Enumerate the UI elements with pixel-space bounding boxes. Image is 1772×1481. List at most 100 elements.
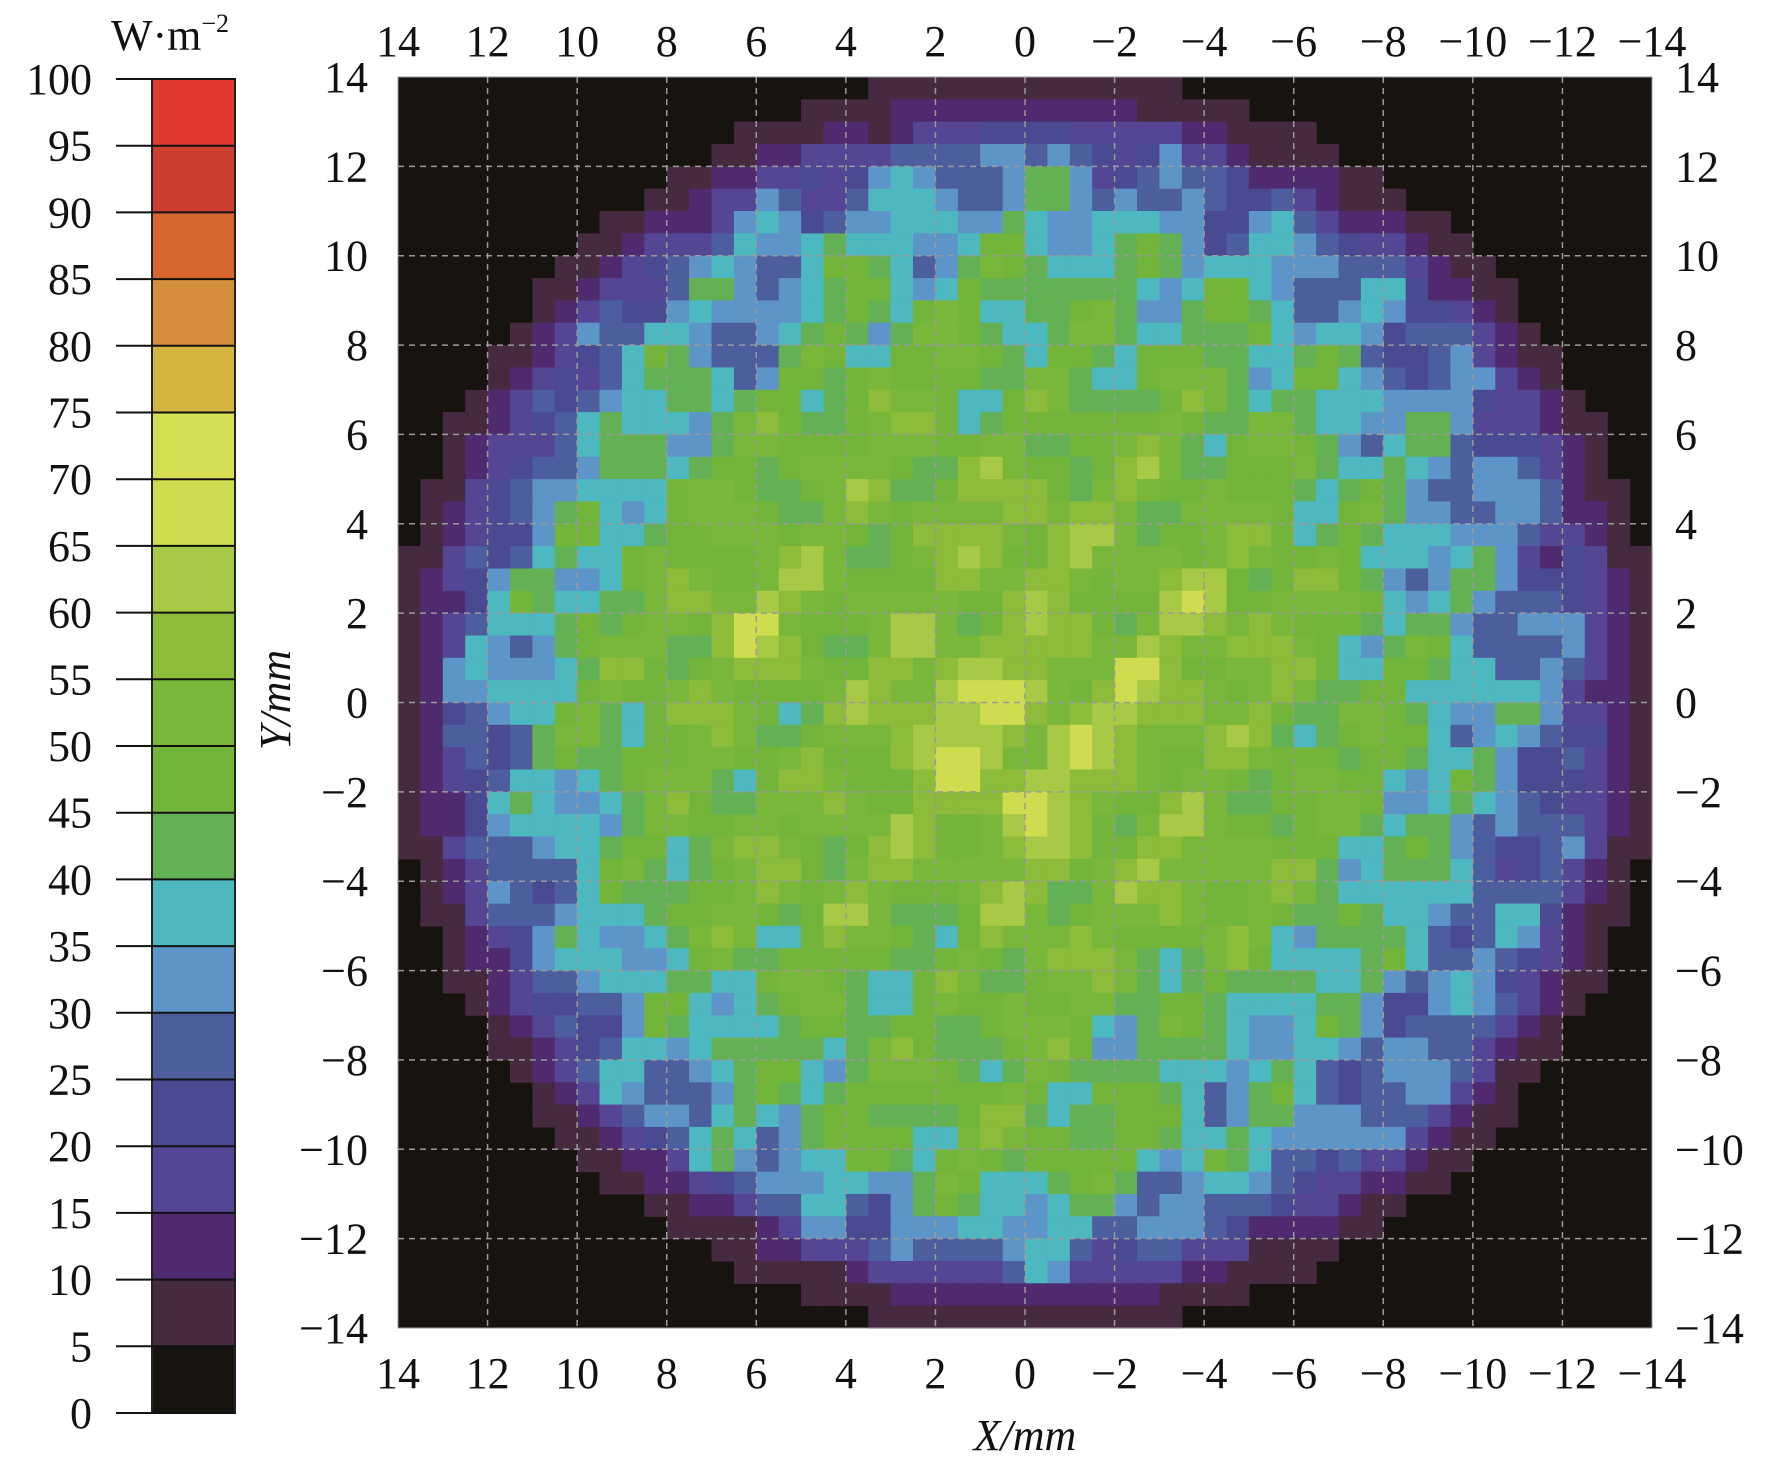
heatmap-cell [957,300,981,324]
heatmap-cell [1629,680,1653,704]
heatmap-cell [823,1261,847,1284]
heatmap-cell [1226,724,1250,748]
heatmap-cell [890,1238,914,1262]
heatmap-cell [1248,300,1272,324]
heatmap-cell [733,523,757,547]
heatmap-cell [1114,1082,1138,1106]
heatmap-cell [1069,657,1093,681]
heatmap-cell [733,345,757,368]
heatmap-cell [1293,613,1317,636]
heatmap-cell [801,278,825,301]
heatmap-cell [1002,657,1026,681]
heatmap-cell [1181,546,1205,569]
heatmap-cell [845,1238,869,1262]
heatmap-cell [1226,278,1250,301]
heatmap-cell [1517,322,1541,346]
heatmap-cell [1450,367,1474,391]
heatmap-cell [1517,680,1541,704]
heatmap-cell [465,836,489,860]
heatmap-cell [711,255,735,279]
heatmap-cell [465,970,489,994]
heatmap-cell [1248,970,1272,994]
heatmap-cell [1047,188,1071,212]
heatmap-cell [487,992,511,1016]
heatmap-cell [1405,278,1429,301]
heatmap-cell [1607,724,1631,748]
x-tick-label-top: 4 [835,17,857,66]
heatmap-cell [1338,724,1362,748]
heatmap-cell [1181,925,1205,949]
y-tick-label-left: 6 [346,410,368,459]
heatmap-cell [868,613,892,636]
heatmap-cell [1383,255,1407,279]
heatmap-cell [1159,77,1183,100]
heatmap-cell [1383,278,1407,301]
heatmap-cell [845,1082,869,1106]
heatmap-cell [1092,255,1116,279]
heatmap-cell [890,791,914,815]
heatmap-cell [554,322,578,346]
heatmap-cell [868,791,892,815]
heatmap-cell [1069,99,1093,123]
colorbar-segment [152,345,235,413]
heatmap-cell [1002,501,1026,525]
heatmap-cell [801,322,825,346]
heatmap-cell [980,166,1004,190]
heatmap-cell [1226,769,1250,793]
heatmap-cell [733,479,757,502]
heatmap-cell [689,657,713,681]
heatmap-cell [1092,1283,1116,1307]
heatmap-cell [1383,412,1407,435]
heatmap-cell [845,925,869,949]
heatmap-cell [1204,233,1228,257]
colorbar-segment [152,1346,235,1413]
heatmap-cell [1338,1171,1362,1195]
heatmap-cell [1450,791,1474,815]
heatmap-cell [1338,568,1362,592]
heatmap-cell [532,680,556,704]
heatmap-cell [1428,836,1452,860]
y-tick-label-right: −10 [1675,1125,1744,1174]
heatmap-cell [1002,546,1026,569]
heatmap-cell [711,881,735,905]
heatmap-cell [913,881,936,905]
heatmap-cell [689,814,713,838]
heatmap-cell [577,1149,601,1173]
heatmap-cell [1092,188,1116,212]
heatmap-cell [442,970,466,994]
x-tick-label-top: −4 [1181,17,1228,66]
heatmap-cell [442,523,466,547]
heatmap-cell [442,948,466,972]
heatmap-cell [1540,456,1563,480]
heatmap-cell [465,680,489,704]
heatmap-cell [1137,345,1160,368]
heatmap-cell [1092,1305,1116,1329]
heatmap-cell [1293,434,1317,458]
heatmap-cell [1562,747,1586,771]
y-tick-label-right: 6 [1675,410,1697,459]
heatmap-cell [1338,836,1362,860]
heatmap-cell [621,523,645,547]
heatmap-cell [689,925,713,949]
heatmap-cell [398,680,421,704]
heatmap-cell [1360,456,1384,480]
heatmap-cell [621,948,645,972]
heatmap-cell [1181,881,1205,905]
heatmap-cell [1316,144,1340,167]
heatmap-cell [778,791,802,815]
heatmap-cell [554,523,578,547]
heatmap-cell [1204,903,1228,927]
heatmap-cell [1360,747,1384,771]
heatmap-cell [666,1059,690,1083]
heatmap-cell [621,1082,645,1106]
heatmap-cell [890,1037,914,1061]
heatmap-cell [1114,657,1138,681]
heatmap-cell [1069,523,1093,547]
heatmap-cell [554,479,578,502]
heatmap-cell [1092,211,1116,234]
heatmap-cell [1137,992,1160,1016]
heatmap-cell [1137,211,1160,234]
heatmap-cell [1114,1194,1138,1217]
heatmap-cell [1047,523,1071,547]
heatmap-cell [1293,657,1317,681]
